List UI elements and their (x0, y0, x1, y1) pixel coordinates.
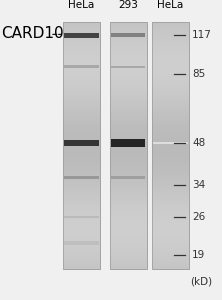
Bar (111, 33, 145, 37)
Text: 117: 117 (192, 30, 212, 40)
Bar (110, 22, 147, 268)
Bar (64, 140, 99, 146)
Bar (111, 139, 145, 147)
Bar (63, 22, 100, 268)
Text: HeLa: HeLa (157, 1, 184, 10)
Bar (153, 142, 188, 144)
Bar (110, 22, 147, 268)
Text: 85: 85 (192, 69, 205, 79)
Bar (64, 32, 99, 38)
Text: (kD): (kD) (190, 276, 212, 286)
Text: 293: 293 (118, 1, 138, 10)
Bar (64, 65, 99, 68)
Text: 48: 48 (192, 138, 205, 148)
Bar (64, 216, 99, 218)
Text: 19: 19 (192, 250, 205, 260)
Bar (64, 241, 99, 245)
Bar (63, 22, 100, 268)
Bar (111, 66, 145, 68)
Bar (152, 22, 189, 268)
Text: CARD10: CARD10 (1, 26, 64, 41)
Bar (152, 22, 189, 268)
Bar (111, 176, 145, 179)
Text: HeLa: HeLa (68, 1, 95, 10)
Text: 34: 34 (192, 180, 205, 190)
Text: 26: 26 (192, 212, 205, 222)
Bar (64, 176, 99, 179)
